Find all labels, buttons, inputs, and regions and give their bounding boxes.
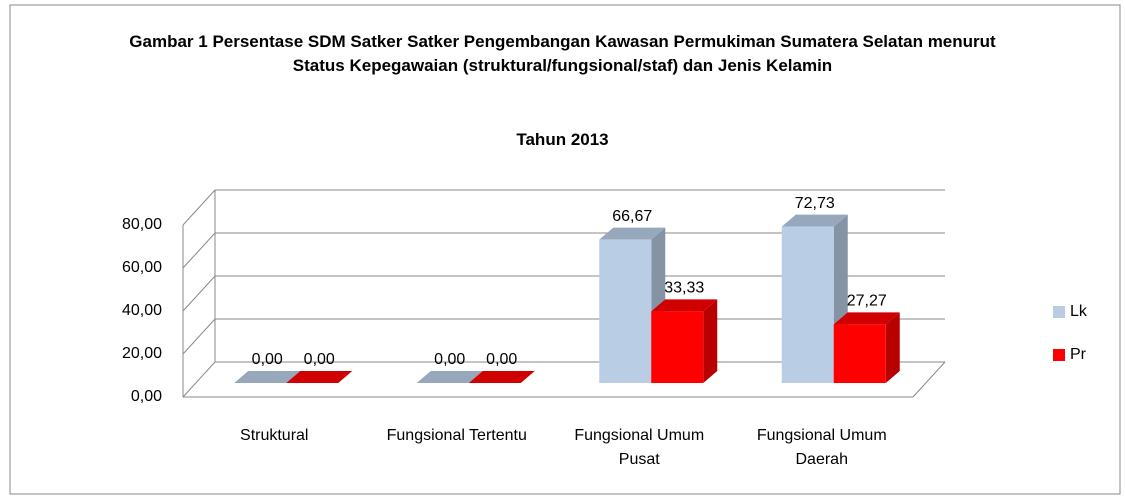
y-tick-label: 40,00 <box>122 302 162 319</box>
chart-title: Gambar 1 Persentase SDM Satker Satker Pe… <box>129 32 996 75</box>
x-tick-label: Struktural <box>240 427 309 444</box>
legend-label: Pr <box>1070 346 1087 363</box>
bar <box>416 371 483 383</box>
bar-top <box>781 214 848 227</box>
x-tick-label: Fungsional Tertentu <box>386 427 527 444</box>
y-tick-label: 20,00 <box>122 345 162 362</box>
value-label: 27,27 <box>847 293 887 310</box>
x-tick-label: Fungsional Umum Daerah <box>756 427 887 468</box>
value-label: 0,00 <box>434 351 465 368</box>
value-label: 72,73 <box>795 195 835 212</box>
floor-right <box>912 361 946 398</box>
bar-side <box>703 299 718 383</box>
bar-top <box>234 371 301 383</box>
value-label: 66,67 <box>612 208 652 225</box>
grid-line <box>182 232 945 269</box>
bar-top <box>599 227 666 240</box>
bar-front <box>781 226 834 383</box>
bar-front <box>651 311 704 383</box>
bar <box>651 299 718 383</box>
bar <box>234 371 301 383</box>
bar <box>833 312 900 383</box>
legend-label: Lk <box>1070 303 1088 320</box>
bar-top <box>651 299 718 312</box>
y-tick-label: 0,00 <box>131 388 162 405</box>
bar-top <box>833 312 900 325</box>
bar-front <box>599 239 652 383</box>
bar-side <box>885 312 900 383</box>
grid-line <box>182 189 945 226</box>
title-block: Gambar 1 Persentase SDM Satker Satker Pe… <box>0 30 1125 78</box>
bar-top <box>286 371 353 383</box>
legend-swatch <box>1053 349 1065 361</box>
bar <box>468 371 535 383</box>
value-label: 0,00 <box>304 351 335 368</box>
bar <box>286 371 353 383</box>
x-tick-label: Fungsional Umum Pusat <box>574 427 705 468</box>
value-label: 33,33 <box>664 280 704 297</box>
value-label: 0,00 <box>252 351 283 368</box>
bar <box>781 214 848 383</box>
bar-top <box>416 371 483 383</box>
bar-front <box>833 324 886 383</box>
chart-border <box>9 4 1121 495</box>
y-tick-label: 80,00 <box>122 216 162 233</box>
grid-line <box>182 275 945 312</box>
value-label: 0,00 <box>486 351 517 368</box>
y-tick-label: 60,00 <box>122 259 162 276</box>
legend-swatch <box>1053 306 1065 318</box>
chart-subtitle: Tahun 2013 <box>516 130 609 149</box>
bar-top <box>468 371 535 383</box>
